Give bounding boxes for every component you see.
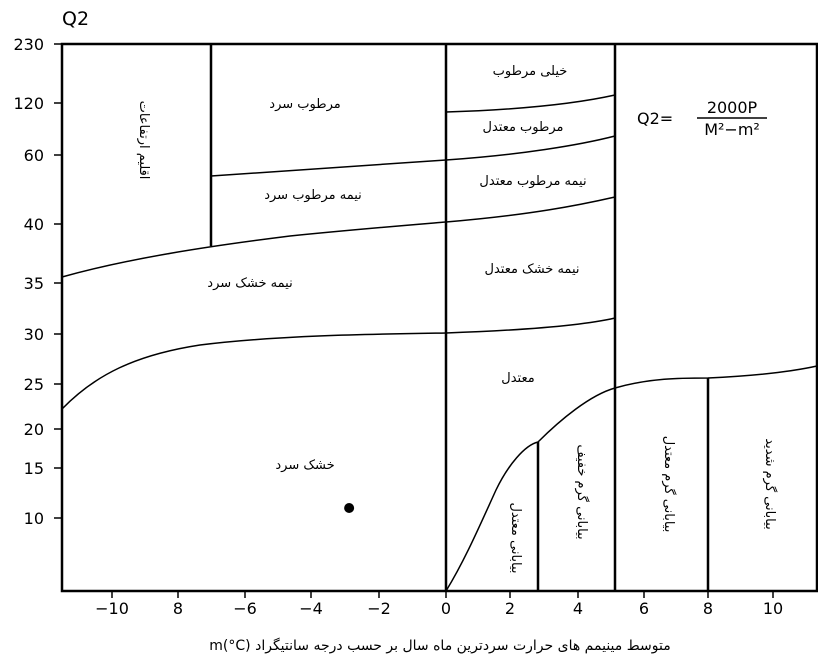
x-tick-neg2: −2 xyxy=(367,599,391,618)
y-tick-10: 10 xyxy=(24,509,44,528)
x-tick-6: 6 xyxy=(639,599,649,618)
y-tick-30: 30 xyxy=(24,325,44,344)
x-tick-8-left: 8 xyxy=(173,599,183,618)
x-axis-title: متوسط مینیمم های حرارت سردترین ماه سال ب… xyxy=(209,637,670,654)
x-tick-8: 8 xyxy=(703,599,713,618)
formula-denominator: M²−m² xyxy=(704,120,760,139)
data-point-0 xyxy=(344,503,355,513)
x-tick-4: 4 xyxy=(573,599,583,618)
y-tick-60: 60 xyxy=(24,146,44,165)
curve-desert xyxy=(445,365,818,592)
data-points xyxy=(344,503,355,513)
zone-humid-cold: مرطوب سرد xyxy=(269,97,340,112)
plot-frame xyxy=(60,42,818,593)
zone-semi-arid-cold: نیمه خشک سرد xyxy=(207,276,292,291)
zone-highland: اقلیم ارتفاعات xyxy=(136,101,151,180)
y-tick-230: 230 xyxy=(13,35,44,54)
y-tick-15: 15 xyxy=(24,459,44,478)
zone-desert-hot-mild: بیابانی گرم خفیف xyxy=(574,444,590,539)
curve-semi-humid-temperate xyxy=(445,196,616,223)
zone-semi-arid-temperate: نیمه خشک معتدل xyxy=(485,262,580,277)
x-tick-neg4: −4 xyxy=(299,599,323,618)
formula: Q2= 2000P M²−m² xyxy=(637,98,767,139)
x-tick-2: 2 xyxy=(505,599,515,618)
y-tick-35: 35 xyxy=(24,274,44,293)
x-tick-neg6: −6 xyxy=(233,599,257,618)
y-tick-25: 25 xyxy=(24,375,44,394)
zone-semi-humid-cold: نیمه مرطوب سرد xyxy=(264,188,362,203)
y-axis-title: Q2 xyxy=(62,8,89,30)
zone-boundaries xyxy=(61,44,818,592)
zone-semi-humid-temperate: نیمه مرطوب معتدل xyxy=(479,174,586,189)
curve-semi-arid xyxy=(61,221,447,278)
zone-desert-temperate: بیابانی معتدل xyxy=(508,502,523,573)
y-tick-40: 40 xyxy=(24,215,44,234)
x-tick-labels: −10 8 −6 −4 −2 0 2 4 6 8 10 xyxy=(95,599,783,618)
zone-very-humid: خیلی مرطوب xyxy=(493,64,568,79)
x-ticks xyxy=(111,591,774,598)
zone-humid-temperate: مرطوب معتدل xyxy=(483,120,564,135)
zone-labels: اقلیم ارتفاعات مرطوب سرد خیلی مرطوب مرطو… xyxy=(136,64,778,574)
x-tick-0: 0 xyxy=(441,599,451,618)
zone-desert-hot-severe: بیابانی گرم شدید xyxy=(762,438,778,529)
zone-temperate: معتدل xyxy=(501,371,534,386)
zone-desert-hot-moderate: بیابانی گرم معتدل xyxy=(661,436,677,533)
curve-very-humid xyxy=(445,94,616,113)
formula-numerator: 2000P xyxy=(707,98,758,117)
formula-lhs: Q2= xyxy=(637,109,673,128)
curve-semi-humid xyxy=(210,159,447,177)
y-tick-120: 120 xyxy=(13,94,44,113)
curve-humid-temperate xyxy=(445,135,616,161)
x-tick-10: 10 xyxy=(763,599,783,618)
x-tick-neg10: −10 xyxy=(95,599,129,618)
y-ticks xyxy=(54,43,62,519)
y-tick-20: 20 xyxy=(24,420,44,439)
zone-arid-cold: خشک سرد xyxy=(275,458,334,473)
y-tick-labels: 230 120 60 40 35 30 25 20 15 10 xyxy=(13,35,44,528)
curve-semi-arid-temperate xyxy=(445,317,616,334)
curve-arid xyxy=(61,332,447,410)
